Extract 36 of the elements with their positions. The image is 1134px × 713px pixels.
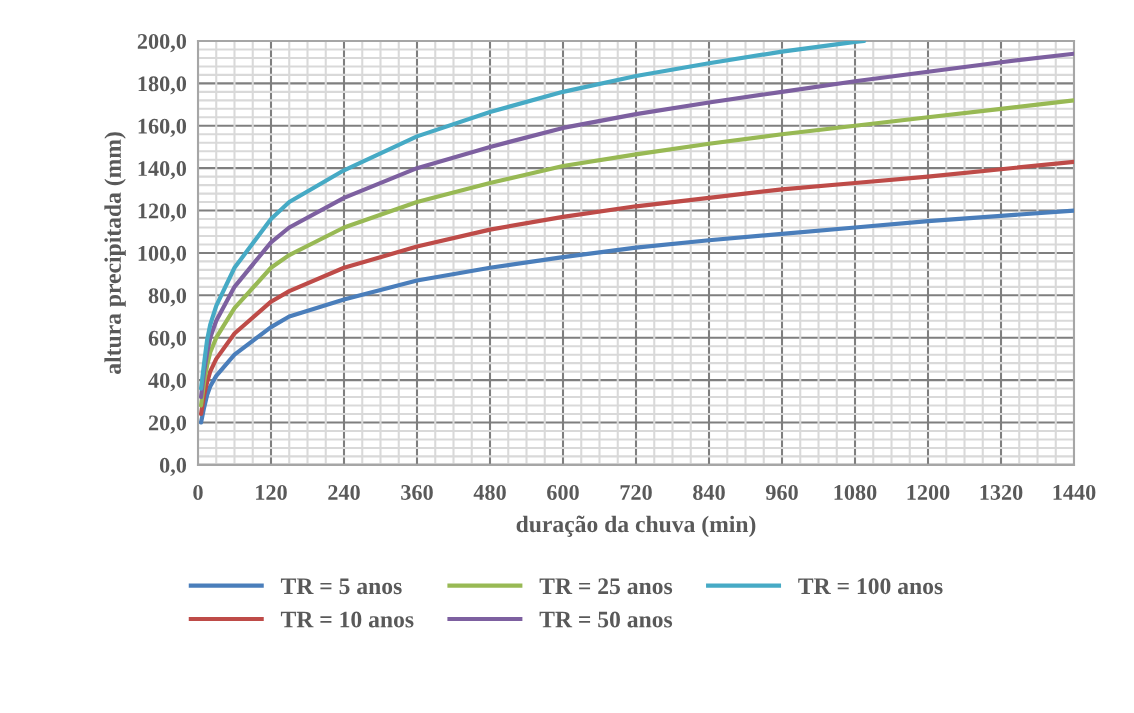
x-tick-label: 960 xyxy=(765,484,798,500)
x-tick-label: 600 xyxy=(547,484,579,500)
y-tick-label: 180,0 xyxy=(138,76,187,95)
line-series xyxy=(198,159,1075,417)
x-tick-label: 480 xyxy=(473,484,506,500)
y-tick-label: 200,0 xyxy=(137,33,187,53)
y-tick-label: 140,0 xyxy=(138,161,187,180)
x-axis-title: duração da chuva (min) xyxy=(516,515,756,538)
legend-label: TR = 50 anos xyxy=(539,611,673,628)
line-series xyxy=(198,51,1075,400)
x-tick-label: 1440 xyxy=(1053,484,1096,500)
y-tick-label: 160,0 xyxy=(138,118,187,137)
x-tick-label: 240 xyxy=(328,484,360,500)
legend-label: TR = 10 anos xyxy=(280,611,414,628)
x-tick-label: 840 xyxy=(693,484,725,500)
x-tick-label: 0 xyxy=(193,484,203,500)
line-series xyxy=(198,98,1075,408)
legend-label: TR = 25 anos xyxy=(539,578,673,595)
y-tick-label: 20,0 xyxy=(148,415,187,434)
y-tick-label: 120,0 xyxy=(138,203,187,222)
x-tick-label: 1080 xyxy=(834,484,877,500)
x-tick-label: 360 xyxy=(401,484,433,500)
x-tick-label: 1320 xyxy=(980,484,1023,500)
y-tick-label: 80,0 xyxy=(148,288,187,307)
legend-label: TR = 100 anos xyxy=(798,578,943,595)
y-tick-label: 0,0 xyxy=(159,457,187,477)
x-tick-label: 1200 xyxy=(907,484,950,500)
line-series xyxy=(198,208,1075,425)
y-tick-label: 100,0 xyxy=(138,245,187,265)
legend-label: TR = 5 anos xyxy=(280,578,402,595)
x-tick-label: 720 xyxy=(620,484,652,500)
y-tick-label: 40,0 xyxy=(148,373,187,392)
line-series xyxy=(198,41,867,391)
y-tick-label: 60,0 xyxy=(148,330,187,349)
x-tick-label: 120 xyxy=(256,484,287,500)
y-axis-title: altura precipitada (mm) xyxy=(104,132,126,374)
